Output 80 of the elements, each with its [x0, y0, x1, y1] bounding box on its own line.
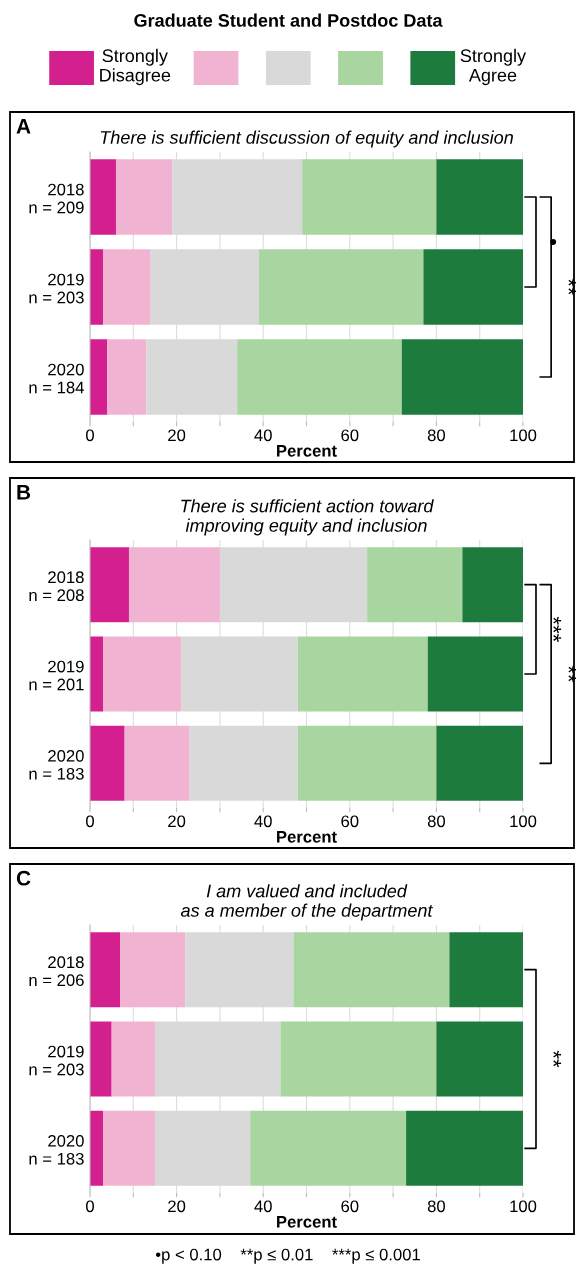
y-tick-label: 2018 n = 209 — [29, 183, 84, 214]
x-tick-label: 100 — [510, 429, 537, 442]
bar — [367, 547, 463, 623]
bar — [462, 547, 523, 623]
bar — [90, 636, 103, 712]
bar — [250, 1110, 407, 1186]
x-tick-label: 60 — [341, 1200, 359, 1213]
bar — [90, 725, 125, 801]
bar — [258, 249, 424, 325]
bar — [436, 159, 523, 235]
y-tick-label: 2019 n = 201 — [29, 660, 84, 691]
x-tick-label: 60 — [341, 429, 359, 442]
bar — [124, 725, 190, 801]
text: *** — [553, 616, 562, 642]
y-tick-label: 2020 n = 183 — [29, 749, 84, 780]
x-tick-label: 40 — [254, 815, 272, 828]
text: C — [16, 870, 31, 886]
x-tick-label: 20 — [168, 1200, 186, 1213]
x-tick-label: 0 — [86, 1200, 94, 1213]
x-tick-label: 100 — [510, 815, 537, 828]
bar — [90, 1110, 103, 1186]
bar — [90, 547, 129, 623]
x-axis-title: Percent — [277, 445, 337, 457]
bar — [401, 339, 523, 415]
text: A — [16, 119, 31, 134]
bar — [280, 1021, 437, 1097]
bar — [293, 932, 450, 1008]
text: ** — [568, 665, 576, 683]
x-tick-label: 80 — [427, 1200, 446, 1213]
bar — [90, 1021, 112, 1097]
x-axis-title: Percent — [277, 831, 337, 843]
x-tick-label: 0 — [86, 815, 94, 828]
bar — [128, 547, 220, 623]
bar — [90, 159, 116, 235]
text: ** — [568, 278, 576, 296]
y-tick-label: 2018 n = 208 — [29, 571, 84, 602]
y-tick-label: 2020 n = 183 — [29, 1134, 84, 1165]
bar — [120, 932, 186, 1008]
bar — [302, 159, 437, 235]
bar — [102, 636, 181, 712]
text: B — [17, 485, 31, 500]
text: •p < 0.10 **p ≤ 0.01 ***p ≤ 0.001 — [155, 1248, 420, 1264]
bar — [406, 1110, 523, 1186]
x-tick-label: 100 — [510, 1200, 537, 1213]
bar — [115, 159, 173, 235]
chart-title: There is sufficient discussion of equity and inclusion — [100, 130, 513, 148]
y-tick-label: 2019 n = 203 — [29, 273, 84, 304]
bar — [90, 339, 108, 415]
bar — [297, 636, 428, 712]
text: ** — [553, 1050, 562, 1068]
x-tick-label: 20 — [168, 815, 186, 828]
chart-title: I am valued and included as a member of the department — [180, 884, 434, 921]
x-tick-label: 60 — [341, 815, 359, 828]
bar — [297, 725, 437, 801]
x-axis-title: Percent — [277, 1216, 337, 1228]
bar — [102, 249, 151, 325]
bar — [423, 249, 523, 325]
chart-title: There is sufficient action toward improving equity and inclusion — [181, 499, 434, 536]
bar — [436, 725, 523, 801]
bar — [237, 339, 402, 415]
bar — [436, 1021, 523, 1097]
y-tick-label: 2018 n = 206 — [29, 956, 84, 987]
bar — [107, 339, 147, 415]
y-tick-label: 2019 n = 203 — [29, 1045, 84, 1076]
bar — [449, 932, 523, 1008]
legend-label: Strongly Agree — [460, 48, 527, 86]
x-tick-label: 40 — [254, 429, 272, 442]
x-tick-label: 0 — [86, 429, 94, 442]
x-tick-label: 80 — [427, 429, 446, 442]
legend-label: Strongly Disagree — [100, 48, 171, 86]
bar — [90, 249, 103, 325]
bar — [102, 1110, 155, 1186]
legend-title: Graduate Student and Postdoc Data — [134, 13, 443, 27]
y-tick-label: 2020 n = 184 — [29, 363, 84, 394]
x-tick-label: 20 — [168, 429, 186, 442]
bar — [90, 932, 121, 1008]
x-tick-label: 40 — [254, 1200, 272, 1213]
bar — [111, 1021, 155, 1097]
x-tick-label: 80 — [427, 815, 446, 828]
bar — [427, 636, 523, 712]
